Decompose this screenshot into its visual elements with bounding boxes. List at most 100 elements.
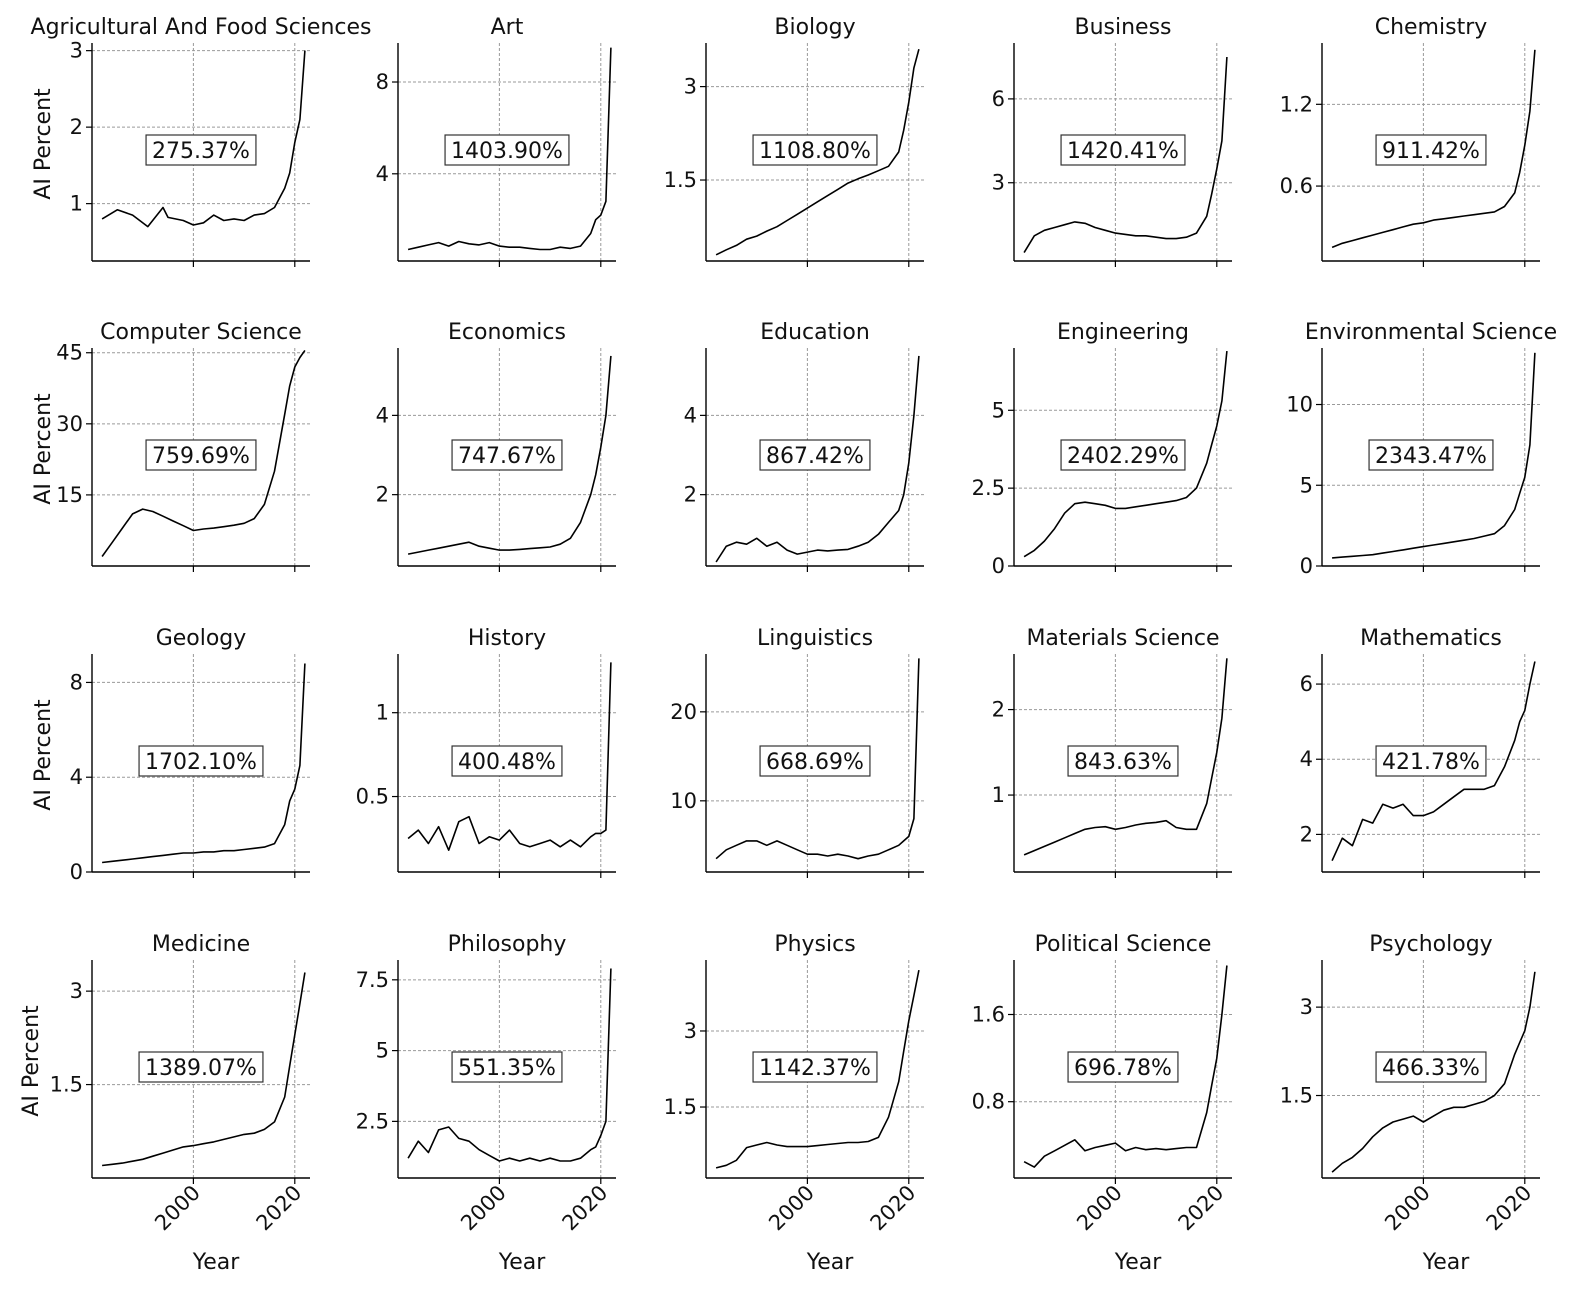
- growth-annotation-box: [145, 134, 257, 166]
- series-line: [1023, 965, 1228, 1168]
- panel-title: Biology: [774, 15, 855, 40]
- series-line: [715, 969, 920, 1169]
- chart-panel: 1.5 3 2000 2020 Medicine AI Percent Year 1389.0…: [19, 932, 310, 1275]
- growth-annotation-box: [138, 745, 264, 777]
- y-tick-label: 4: [70, 765, 83, 789]
- y-tick-label: 1.5: [1280, 1084, 1313, 1108]
- panel-title: Physics: [774, 932, 855, 957]
- chart-panel: 2 4 6 Mathematics 421.78%: [1300, 626, 1540, 878]
- y-tick-label: 4: [376, 403, 389, 427]
- growth-annotation-box: [752, 134, 878, 166]
- y-tick-label: 1.5: [50, 1073, 83, 1097]
- growth-annotation-text: 551.35%: [458, 1056, 556, 1081]
- panel-title: Art: [491, 15, 524, 40]
- panel-title: Education: [760, 320, 870, 345]
- growth-annotation-box: [1375, 134, 1487, 166]
- growth-annotation-text: 867.42%: [766, 444, 864, 469]
- growth-annotation-box: [1067, 745, 1179, 777]
- growth-annotation-text: 275.37%: [152, 139, 250, 164]
- growth-annotation-text: 1403.90%: [451, 139, 563, 164]
- y-tick-label: 3: [1300, 995, 1313, 1019]
- panel-title: Philosophy: [448, 932, 567, 957]
- growth-annotation-text: 843.63%: [1074, 750, 1172, 775]
- chart-panel: 0.6 1.2 Chemistry 911.42%: [1280, 15, 1540, 267]
- x-tick-label: 2000: [1072, 1181, 1127, 1236]
- y-tick-label: 10: [670, 789, 697, 813]
- growth-annotation-box: [1375, 1051, 1487, 1083]
- chart-panel: 2 4 Economics 747.67%: [376, 320, 616, 572]
- growth-annotation-box: [1368, 439, 1494, 471]
- series-line: [715, 658, 920, 860]
- y-tick-label: 1: [376, 701, 389, 725]
- growth-annotation-text: 1389.07%: [145, 1056, 257, 1081]
- series-line: [102, 972, 306, 1167]
- y-tick-label: 0.5: [356, 785, 389, 809]
- series-line: [1023, 658, 1228, 856]
- y-tick-label: 5: [992, 398, 1005, 422]
- panel-title: Computer Science: [100, 320, 302, 345]
- y-tick-label: 2.5: [356, 1109, 389, 1133]
- x-tick-label: 2000: [150, 1181, 205, 1236]
- panel-title: Medicine: [152, 932, 250, 957]
- growth-annotation-text: 911.42%: [1382, 139, 1480, 164]
- y-tick-label: 8: [70, 670, 83, 694]
- growth-annotation-box: [145, 439, 257, 471]
- growth-annotation-box: [451, 745, 563, 777]
- growth-annotation-box: [752, 1051, 878, 1083]
- y-tick-label: 2.5: [972, 476, 1005, 500]
- growth-annotation-text: 747.67%: [458, 444, 556, 469]
- x-tick-label: 2020: [252, 1181, 307, 1236]
- chart-panel: 2.5 5 7.5 2000 2020 Philosophy Year 551.35%: [356, 932, 616, 1275]
- series-line: [1332, 352, 1536, 559]
- y-tick-label: 10: [1286, 393, 1313, 417]
- panel-title: Mathematics: [1360, 626, 1502, 651]
- series-line: [407, 355, 612, 555]
- chart-panel: 15 30 45 Computer Science AI Percent 759.69%: [31, 320, 310, 572]
- x-tick-label: 2020: [1174, 1181, 1229, 1236]
- growth-annotation-box: [759, 439, 871, 471]
- y-axis-label: AI Percent: [19, 1005, 44, 1117]
- chart-panel: 0.5 1 History 400.48%: [356, 626, 616, 878]
- chart-panel: 2 4 Education 867.42%: [684, 320, 924, 572]
- panel-title: Engineering: [1057, 320, 1189, 345]
- panel-title: Psychology: [1369, 932, 1492, 957]
- panel-title: Chemistry: [1375, 15, 1488, 40]
- y-axis-label: AI Percent: [31, 393, 56, 505]
- y-axis-label: AI Percent: [31, 699, 56, 811]
- panel-title: Materials Science: [1026, 626, 1219, 651]
- series-line: [101, 50, 306, 228]
- growth-annotation-text: 1702.10%: [145, 750, 257, 775]
- panel-title: Geology: [156, 626, 247, 651]
- panel-title: Political Science: [1035, 932, 1212, 957]
- growth-annotation-box: [1375, 745, 1487, 777]
- series-line: [1331, 971, 1536, 1173]
- growth-annotation-box: [451, 1051, 563, 1083]
- y-tick-label: 3: [684, 1019, 697, 1043]
- chart-panel: 1.5 3 2000 2020 Psychology Year 466.33%: [1280, 932, 1540, 1275]
- chart-panel: 1 2 Materials Science 843.63%: [992, 626, 1232, 878]
- y-tick-label: 3: [684, 75, 697, 99]
- y-tick-label: 1.5: [664, 1095, 697, 1119]
- x-tick-label: 2020: [866, 1181, 921, 1236]
- panel-title: Agricultural And Food Sciences: [31, 15, 372, 40]
- y-tick-label: 1.2: [1280, 92, 1313, 116]
- y-tick-label: 4: [1300, 747, 1313, 771]
- y-tick-label: 1.6: [972, 1003, 1005, 1027]
- y-tick-label: 2: [684, 483, 697, 507]
- y-axis-label: AI Percent: [31, 88, 56, 200]
- y-tick-label: 2: [70, 115, 83, 139]
- panel-title: Business: [1074, 15, 1171, 40]
- growth-annotation-text: 668.69%: [766, 750, 864, 775]
- y-tick-label: 0.8: [972, 1090, 1005, 1114]
- series-line: [715, 355, 920, 563]
- growth-annotation-box: [444, 134, 570, 166]
- series-line: [715, 48, 920, 256]
- growth-annotation-text: 1108.80%: [759, 139, 871, 164]
- panel-title: History: [468, 626, 546, 651]
- x-tick-label: 2020: [558, 1181, 613, 1236]
- x-tick-label: 2000: [764, 1181, 819, 1236]
- y-tick-label: 6: [992, 87, 1005, 111]
- growth-annotation-box: [1060, 134, 1186, 166]
- growth-annotation-text: 696.78%: [1074, 1056, 1172, 1081]
